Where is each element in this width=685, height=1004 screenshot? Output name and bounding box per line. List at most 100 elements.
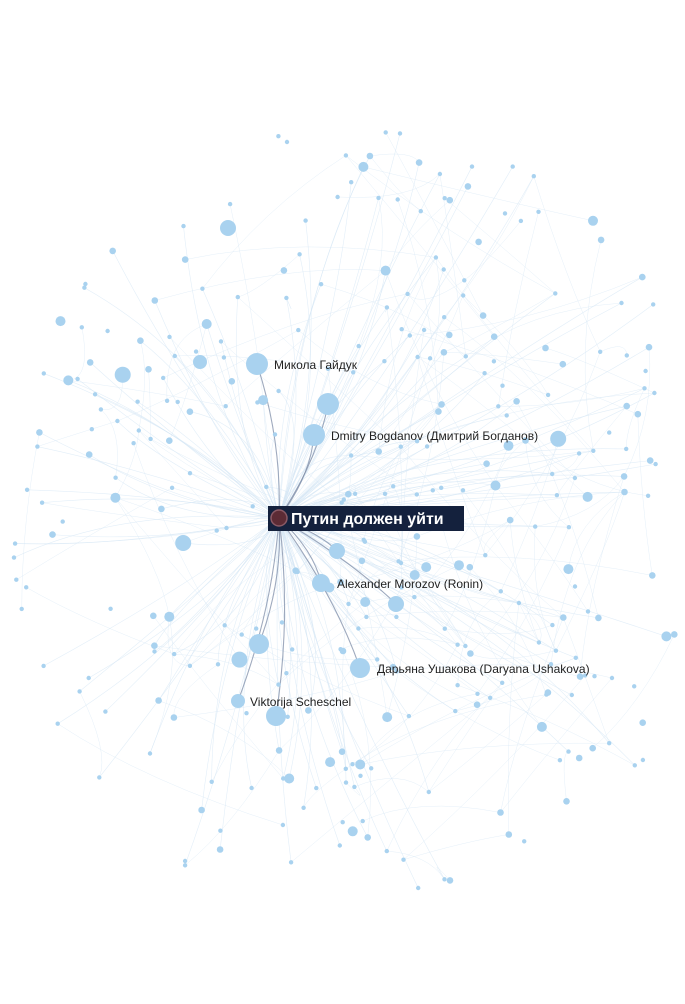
graph-node[interactable] bbox=[182, 858, 188, 864]
graph-node[interactable] bbox=[671, 631, 678, 638]
graph-node[interactable] bbox=[416, 885, 421, 891]
graph-node[interactable] bbox=[41, 371, 46, 376]
graph-node[interactable] bbox=[412, 594, 417, 600]
graph-node[interactable] bbox=[576, 673, 584, 680]
graph-node[interactable] bbox=[607, 741, 612, 746]
graph-node[interactable] bbox=[591, 448, 596, 453]
graph-node[interactable] bbox=[224, 525, 229, 531]
graph-node[interactable] bbox=[169, 485, 175, 490]
graph-node[interactable] bbox=[279, 620, 285, 625]
graph-node[interactable] bbox=[276, 682, 281, 687]
graph-node[interactable] bbox=[216, 846, 224, 853]
graph-node[interactable] bbox=[164, 611, 175, 622]
graph-node[interactable] bbox=[454, 560, 464, 571]
graph-hub-node[interactable] bbox=[266, 706, 286, 726]
graph-node[interactable] bbox=[360, 597, 371, 607]
graph-node[interactable] bbox=[462, 278, 467, 283]
graph-node[interactable] bbox=[439, 485, 444, 490]
graph-node[interactable] bbox=[375, 657, 380, 662]
graph-node[interactable] bbox=[645, 343, 653, 351]
graph-node[interactable] bbox=[455, 683, 460, 688]
graph-node[interactable] bbox=[325, 757, 336, 768]
graph-node[interactable] bbox=[147, 751, 153, 756]
graph-node[interactable] bbox=[588, 215, 598, 226]
center-node[interactable]: Путин должен уйти bbox=[268, 506, 464, 531]
graph-node[interactable] bbox=[166, 437, 173, 445]
graph-hub-node[interactable] bbox=[388, 596, 404, 612]
graph-node[interactable] bbox=[254, 626, 259, 631]
graph-node[interactable] bbox=[352, 784, 357, 790]
graph-node[interactable] bbox=[576, 451, 582, 456]
graph-node[interactable] bbox=[228, 378, 236, 385]
graph-node[interactable] bbox=[592, 674, 597, 679]
graph-node[interactable] bbox=[415, 159, 423, 166]
graph-node[interactable] bbox=[347, 826, 358, 837]
graph-node[interactable] bbox=[301, 805, 306, 810]
graph-node[interactable] bbox=[545, 392, 551, 398]
graph-node[interactable] bbox=[624, 353, 629, 358]
graph-node[interactable] bbox=[314, 785, 319, 791]
graph-node[interactable] bbox=[85, 451, 93, 458]
graph-node[interactable] bbox=[632, 684, 637, 689]
graph-node[interactable] bbox=[397, 131, 403, 136]
graph-node[interactable] bbox=[506, 516, 514, 524]
graph-node[interactable] bbox=[284, 139, 290, 145]
graph-node[interactable] bbox=[338, 748, 346, 755]
graph-node[interactable] bbox=[105, 328, 110, 334]
graph-node[interactable] bbox=[375, 448, 383, 455]
graph-node[interactable] bbox=[483, 553, 488, 558]
graph-node[interactable] bbox=[281, 776, 286, 781]
graph-node[interactable] bbox=[475, 238, 482, 246]
graph-node[interactable] bbox=[582, 491, 593, 502]
graph-node[interactable] bbox=[426, 789, 431, 795]
graph-node[interactable] bbox=[585, 609, 591, 614]
graph-node[interactable] bbox=[399, 585, 404, 590]
graph-node[interactable] bbox=[624, 446, 629, 452]
graph-node[interactable] bbox=[513, 398, 520, 405]
graph-node[interactable] bbox=[115, 418, 120, 424]
graph-node[interactable] bbox=[24, 585, 29, 590]
graph-node[interactable] bbox=[497, 809, 504, 816]
graph-node[interactable] bbox=[215, 662, 221, 667]
graph-node[interactable] bbox=[337, 578, 344, 586]
graph-node[interactable] bbox=[19, 606, 24, 612]
graph-node[interactable] bbox=[653, 461, 658, 467]
graph-node[interactable] bbox=[356, 343, 361, 349]
graph-node[interactable] bbox=[438, 401, 445, 408]
graph-node[interactable] bbox=[148, 436, 153, 442]
graph-node[interactable] bbox=[284, 671, 289, 676]
graph-node[interactable] bbox=[137, 337, 144, 345]
graph-node[interactable] bbox=[518, 218, 524, 224]
graph-node[interactable] bbox=[398, 560, 404, 566]
graph-node[interactable] bbox=[516, 600, 522, 606]
graph-node[interactable] bbox=[607, 430, 612, 435]
graph-node[interactable] bbox=[463, 643, 468, 649]
graph-node[interactable] bbox=[285, 714, 290, 719]
graph-node[interactable] bbox=[369, 766, 374, 771]
graph-node[interactable] bbox=[466, 563, 474, 571]
graph-node[interactable] bbox=[566, 525, 572, 530]
graph-node[interactable] bbox=[49, 531, 56, 538]
node-morozov[interactable]: Alexander Morozov (Ronin) bbox=[312, 574, 483, 592]
graph-node[interactable] bbox=[108, 606, 113, 611]
graph-node[interactable] bbox=[475, 691, 480, 696]
graph-node[interactable] bbox=[639, 273, 646, 281]
graph-node[interactable] bbox=[437, 171, 443, 177]
graph-node[interactable] bbox=[36, 429, 43, 436]
graph-node[interactable] bbox=[218, 339, 224, 344]
graph-node[interactable] bbox=[619, 300, 624, 306]
graph-node[interactable] bbox=[352, 491, 358, 496]
graph-node[interactable] bbox=[442, 877, 447, 882]
graph-node[interactable] bbox=[467, 650, 474, 657]
graph-node[interactable] bbox=[150, 612, 157, 620]
graph-node[interactable] bbox=[550, 430, 567, 447]
graph-hub-node[interactable] bbox=[317, 393, 339, 415]
graph-node[interactable] bbox=[382, 712, 393, 723]
graph-node[interactable] bbox=[235, 294, 240, 300]
graph-node[interactable] bbox=[292, 567, 300, 574]
graph-node[interactable] bbox=[364, 834, 372, 841]
graph-node[interactable] bbox=[389, 663, 397, 671]
graph-node[interactable] bbox=[661, 631, 672, 642]
graph-node[interactable] bbox=[598, 349, 603, 354]
graph-node[interactable] bbox=[649, 572, 656, 579]
